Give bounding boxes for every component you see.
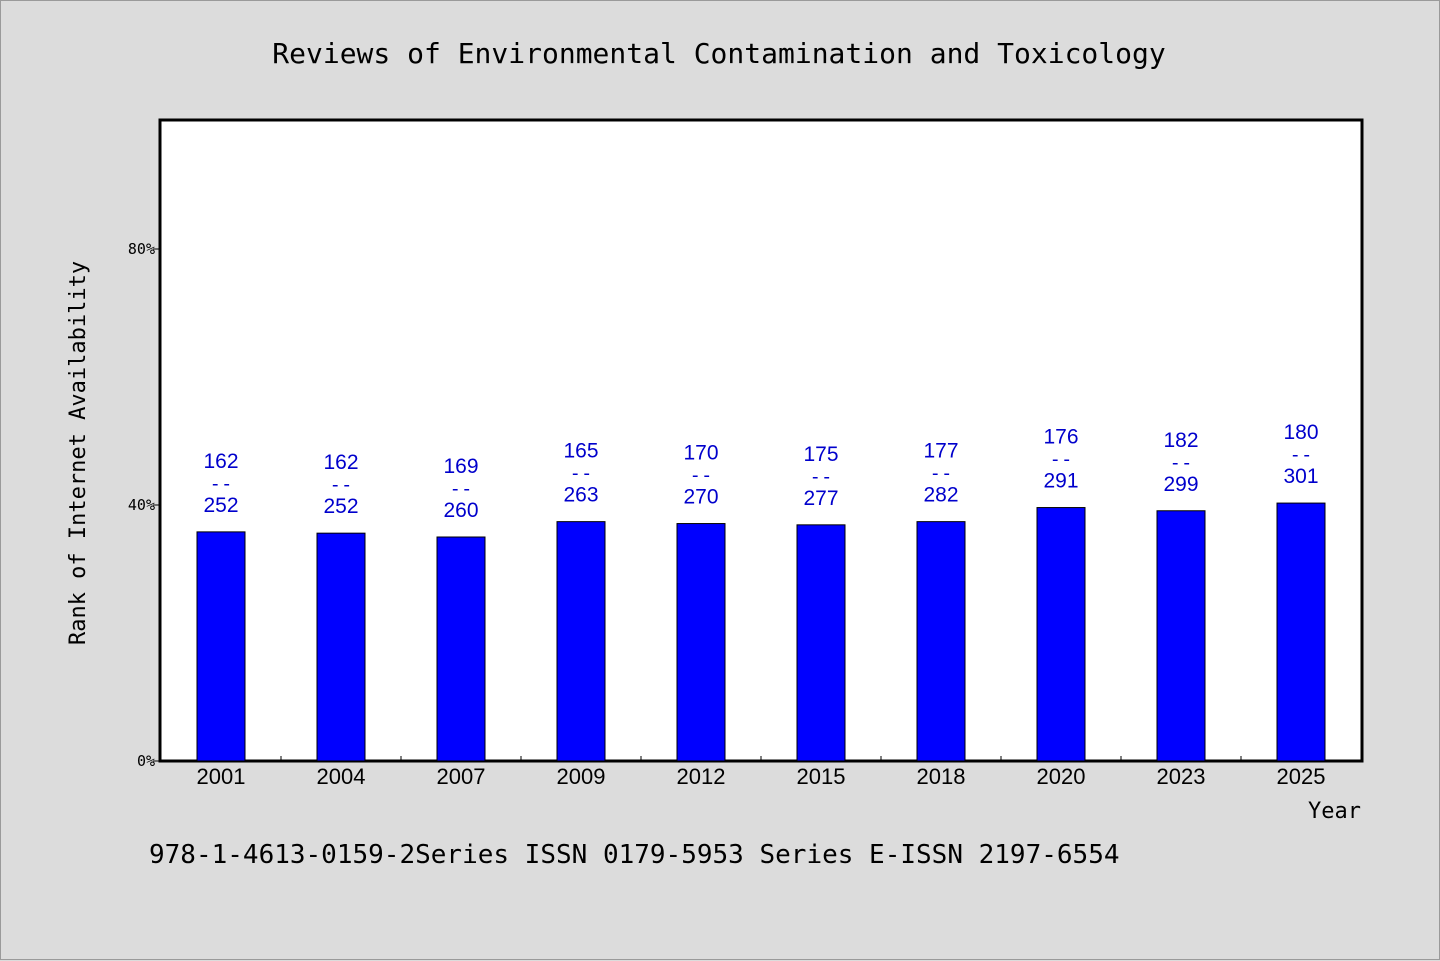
bar-2020 — [1036, 507, 1086, 762]
x-tick-label: 2007 — [437, 764, 486, 789]
data-label-bottom: 252 — [323, 495, 358, 518]
bar-2001 — [196, 531, 246, 762]
bar-2023 — [1156, 510, 1206, 762]
bar-2015 — [796, 524, 846, 762]
y-tick-label: 80% — [128, 240, 155, 258]
data-label-separator: -- — [1050, 449, 1073, 471]
bar-2025 — [1276, 502, 1326, 762]
data-label-top: 182 — [1163, 429, 1198, 452]
y-axis: 0% 40% 80% — [128, 240, 161, 770]
y-tick-label: 0% — [137, 752, 155, 770]
data-label-bottom: 263 — [563, 484, 598, 507]
data-label-bottom: 260 — [443, 499, 478, 522]
x-tick-label: 2004 — [317, 764, 366, 789]
data-label-top: 162 — [203, 450, 238, 473]
chart-title: Reviews of Environmental Contamination a… — [272, 37, 1165, 70]
bar-2018 — [916, 521, 966, 762]
x-tick-label: 2015 — [797, 764, 846, 789]
data-label-top: 176 — [1043, 426, 1078, 449]
bar-2004 — [316, 532, 366, 762]
x-tick-label: 2012 — [677, 764, 726, 789]
x-tick-label: 2025 — [1277, 764, 1326, 789]
data-label-separator: -- — [210, 473, 233, 495]
data-label-separator: -- — [1290, 444, 1313, 466]
data-label-top: 162 — [323, 451, 358, 474]
bar-2007 — [436, 536, 486, 762]
x-axis-label: Year — [1308, 799, 1361, 824]
x-tick-label: 2001 — [197, 764, 246, 789]
data-label-separator: -- — [570, 463, 593, 485]
bars — [196, 502, 1326, 762]
data-label-bottom: 301 — [1283, 465, 1318, 488]
data-label-top: 170 — [683, 442, 718, 465]
data-label-bottom: 252 — [203, 494, 238, 517]
x-tick-label: 2023 — [1157, 764, 1206, 789]
data-label-separator: -- — [450, 478, 473, 500]
x-tick-label: 2020 — [1037, 764, 1086, 789]
data-label-separator: -- — [330, 474, 353, 496]
x-tick-label: 2009 — [557, 764, 606, 789]
data-label-top: 180 — [1283, 421, 1318, 444]
data-label-top: 165 — [563, 440, 598, 463]
y-tick-label: 40% — [128, 496, 155, 514]
y-axis-label: Rank of Internet Availability — [66, 261, 91, 645]
x-axis: 2001 2004 2007 2009 2012 2015 2018 2020 2023 2025 — [197, 756, 1326, 789]
data-label-separator: -- — [690, 465, 713, 487]
data-label-bottom: 277 — [803, 487, 838, 510]
data-label-top: 177 — [923, 440, 958, 463]
bar-2012 — [676, 523, 726, 762]
data-label-separator: -- — [930, 463, 953, 485]
x-tick-label: 2018 — [917, 764, 966, 789]
data-label-bottom: 291 — [1043, 470, 1078, 493]
data-label-separator: -- — [1170, 452, 1193, 474]
footer-identifiers: 978-1-4613-0159-2Series ISSN 0179-5953 S… — [149, 840, 1120, 870]
bar-2009 — [556, 521, 606, 762]
data-label-top: 169 — [443, 455, 478, 478]
data-label-bottom: 282 — [923, 484, 958, 507]
data-label-separator: -- — [810, 466, 833, 488]
data-label-bottom: 299 — [1163, 473, 1198, 496]
data-label-top: 175 — [803, 443, 838, 466]
data-label-bottom: 270 — [683, 486, 718, 509]
data-labels: 162--252162--252169--260165--263170--270… — [203, 421, 1318, 522]
